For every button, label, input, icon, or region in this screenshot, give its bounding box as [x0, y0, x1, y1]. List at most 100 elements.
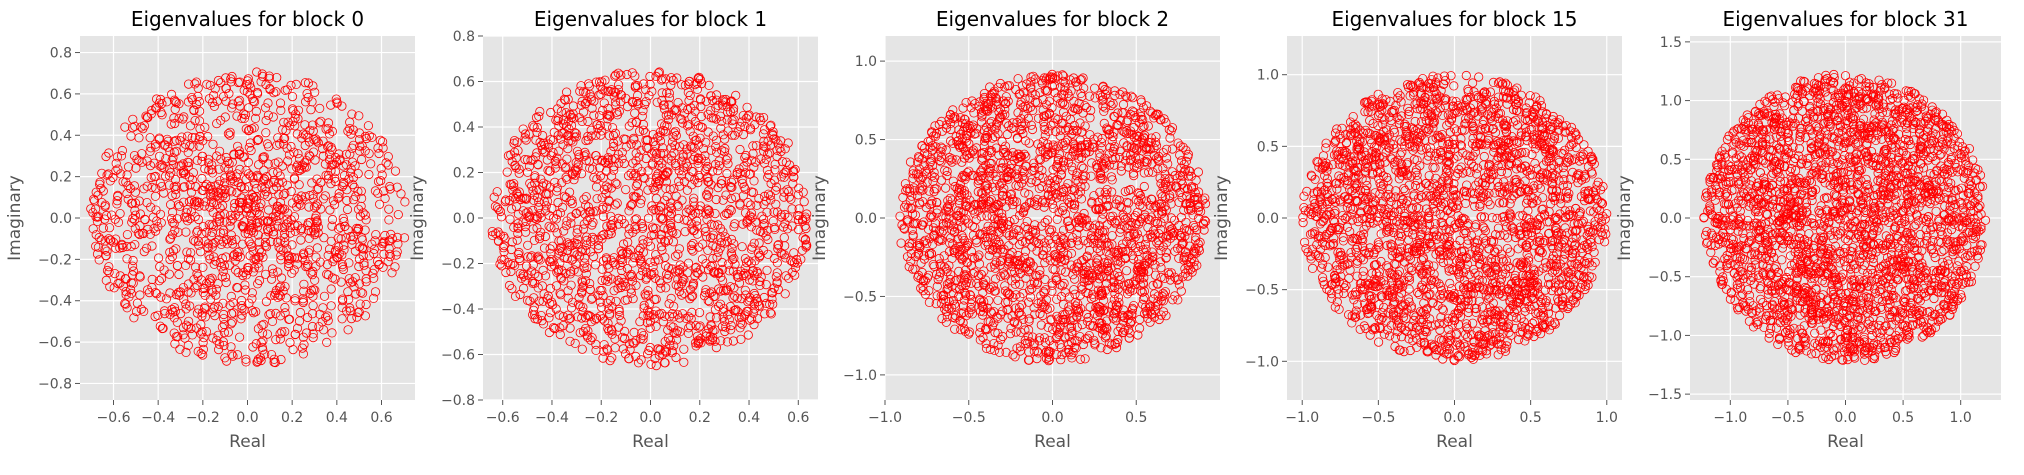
eigenvalue-point: [283, 252, 293, 262]
eigenvalue-point: [386, 229, 396, 239]
eigenvalue-point: [299, 286, 309, 296]
eigenvalue-point: [356, 186, 366, 196]
chart-title: Eigenvalues for block 0: [131, 7, 364, 31]
eigenvalue-point: [195, 106, 205, 116]
eigenvalue-point: [258, 152, 268, 162]
eigenvalue-point: [192, 227, 202, 237]
eigenvalue-point: [279, 222, 289, 232]
eigenvalue-point: [274, 290, 284, 300]
eigenvalue-point: [159, 188, 169, 198]
eigenvalue-point: [375, 135, 385, 145]
eigenvalue-point: [245, 138, 255, 148]
eigenvalue-point: [313, 184, 324, 194]
eigenvalue-point: [324, 129, 335, 139]
eigenvalue-point: [359, 244, 369, 254]
eigenvalue-point: [173, 200, 183, 210]
eigenvalue-point: [274, 204, 284, 214]
eigenvalue-point: [317, 144, 328, 154]
eigenvalue-point: [297, 195, 307, 205]
eigenvalue-point: [296, 191, 306, 201]
eigenvalue-point: [323, 170, 333, 180]
eigenvalue-point: [263, 142, 274, 152]
eigenvalue-point: [276, 354, 286, 365]
eigenvalue-point: [210, 84, 220, 94]
eigenvalue-point: [186, 323, 196, 334]
eigenvalue-point: [271, 87, 281, 97]
eigenvalue-point: [139, 247, 149, 257]
eigenvalue-point: [337, 295, 348, 306]
eigenvalue-point: [307, 120, 318, 130]
eigenvalue-point: [377, 137, 388, 147]
x-tick-label: −0.2: [584, 410, 618, 426]
eigenvalue-point: [327, 126, 337, 136]
eigenvalue-point: [239, 109, 249, 119]
eigenvalue-point: [221, 83, 231, 94]
x-tick-label: −0.6: [97, 410, 131, 426]
eigenvalue-point: [343, 325, 353, 335]
eigenvalue-point: [160, 308, 170, 319]
x-tick-label: 0.0: [639, 410, 661, 426]
eigenvalue-point: [323, 315, 333, 326]
eigenvalue-point: [112, 152, 123, 162]
eigenvalue-point: [202, 79, 212, 89]
eigenvalue-point: [169, 303, 180, 313]
eigenvalue-point: [192, 308, 202, 318]
eigenvalue-point: [384, 243, 394, 254]
eigenvalue-point: [282, 214, 292, 224]
eigenvalue-point: [244, 298, 254, 308]
eigenvalue-point: [188, 235, 199, 245]
eigenvalue-point: [293, 195, 304, 205]
eigenvalue-point: [100, 200, 110, 210]
eigenvalue-point: [327, 328, 337, 338]
eigenvalue-point: [392, 232, 402, 242]
eigenvalue-point: [338, 262, 348, 272]
eigenvalue-point: [276, 251, 286, 261]
chart-panel-2: −1.0 −0.5 0.0 0.5−1.0−0.50.00.51.0Eigenvalu…: [810, 7, 1220, 452]
eigenvalue-point: [180, 212, 190, 222]
eigenvalue-point: [321, 312, 331, 322]
x-tick-label: 0.6: [787, 410, 809, 426]
chart-panel-1: −0.6 −0.4 −0.2 0.0 0.2 0.4 0.6−0.8−0.6−0.4−0.2…: [408, 7, 818, 452]
eigenvalue-point: [186, 248, 196, 258]
eigenvalue-point: [393, 239, 403, 249]
eigenvalue-point: [207, 307, 217, 317]
eigenvalue-point: [193, 346, 203, 356]
eigenvalue-point: [293, 149, 303, 159]
eigenvalue-point: [256, 77, 266, 87]
eigenvalue-point: [121, 177, 131, 187]
eigenvalue-point: [342, 204, 353, 215]
eigenvalue-point: [167, 252, 177, 262]
eigenvalue-point: [181, 304, 191, 314]
eigenvalue-point: [336, 277, 346, 287]
eigenvalue-point: [243, 229, 253, 239]
eigenvalue-point: [268, 112, 278, 122]
eigenvalue-point: [123, 180, 133, 191]
eigenvalue-point: [213, 301, 223, 312]
eigenvalue-point: [111, 243, 121, 253]
x-tick-label: 0.0: [236, 410, 258, 426]
eigenvalue-point: [334, 149, 344, 159]
eigenvalue-point: [200, 122, 210, 132]
y-axis-label: Imaginary: [408, 175, 428, 261]
eigenvalue-point: [135, 272, 145, 282]
eigenvalue-point: [198, 222, 208, 232]
eigenvalue-point: [237, 300, 247, 311]
eigenvalue-point: [113, 217, 124, 227]
eigenvalue-point: [290, 121, 300, 131]
eigenvalue-point: [194, 240, 204, 250]
eigenvalue-point: [161, 294, 172, 304]
eigenvalue-point: [236, 193, 246, 203]
eigenvalue-point: [300, 78, 310, 88]
eigenvalue-point: [222, 356, 232, 366]
y-tick-label: −0.4: [441, 302, 475, 318]
eigenvalue-point: [92, 216, 103, 226]
eigenvalue-point: [192, 155, 202, 165]
eigenvalue-point: [205, 274, 215, 284]
eigenvalue-point: [185, 141, 195, 151]
eigenvalue-point: [152, 289, 162, 299]
eigenvalue-point: [104, 267, 114, 277]
eigenvalue-point: [135, 290, 145, 300]
eigenvalue-point: [366, 159, 376, 169]
eigenvalue-point: [115, 243, 125, 253]
eigenvalue-point: [259, 189, 270, 199]
